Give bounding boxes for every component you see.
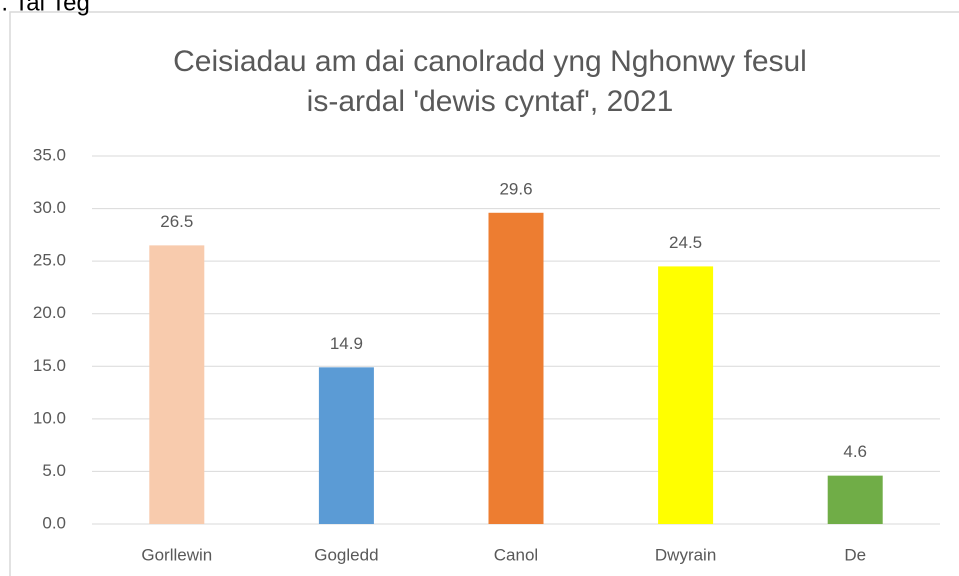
data-label: 29.6: [499, 179, 532, 198]
bar: [488, 212, 544, 524]
x-tick-label: De: [844, 545, 866, 564]
y-tick-label: 35.0: [33, 145, 66, 164]
data-label: 14.9: [330, 334, 363, 353]
data-label: 4.6: [843, 442, 867, 461]
x-tick-label: Gorllewin: [141, 545, 212, 564]
bar: [149, 245, 205, 524]
data-label: 26.5: [160, 212, 193, 231]
x-tick-label: Dwyrain: [655, 545, 716, 564]
data-label: 24.5: [669, 233, 702, 252]
y-tick-label: 0.0: [42, 513, 66, 532]
heading: i. Tai Teg: [0, 0, 90, 16]
x-tick-label: Gogledd: [314, 545, 378, 564]
y-tick-label: 15.0: [33, 356, 66, 375]
x-tick-label: Canol: [494, 545, 538, 564]
y-tick-label: 5.0: [42, 461, 66, 480]
y-tick-label: 25.0: [33, 251, 66, 270]
chart-title: is-ardal 'dewis cyntaf', 2021: [307, 85, 674, 118]
bar: [318, 367, 374, 524]
y-tick-label: 30.0: [33, 198, 66, 217]
bar: [827, 475, 883, 524]
y-tick-label: 10.0: [33, 408, 66, 427]
y-tick-label: 20.0: [33, 303, 66, 322]
bar: [658, 266, 714, 524]
chart-title: Ceisiadau am dai canolradd yng Nghonwy f…: [173, 45, 807, 78]
